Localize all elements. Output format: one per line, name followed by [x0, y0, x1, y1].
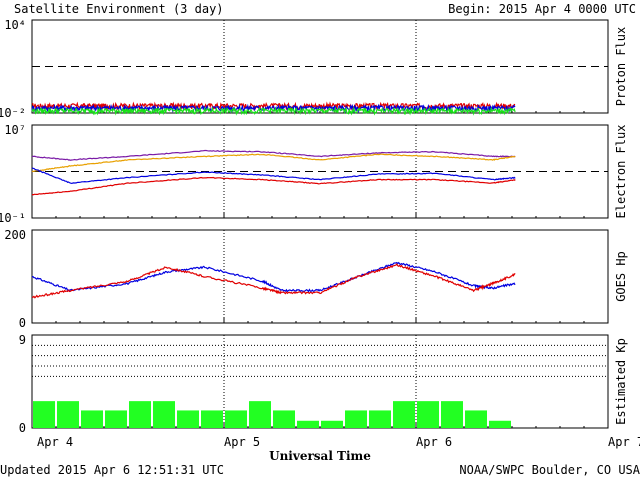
series-purple — [31, 149, 516, 161]
kp-bar — [489, 420, 511, 428]
x-axis-label: Universal Time — [269, 449, 371, 463]
updated-timestamp: Updated 2015 Apr 6 12:51:31 UTC — [0, 463, 224, 477]
y-axis-label: Estimated Kp — [614, 338, 628, 425]
kp-bar — [81, 410, 103, 428]
series-orange — [31, 153, 516, 173]
series-blue — [31, 103, 516, 114]
x-axis: Apr 4 Apr 5 Apr 6 Apr 7 Universal Time — [37, 435, 640, 463]
kp-bar — [321, 420, 343, 428]
kp-bar — [129, 401, 151, 428]
panel-frame — [31, 229, 609, 324]
y-tick-bottom: 10⁻² — [0, 106, 26, 120]
y-tick-top: 10⁷ — [4, 123, 26, 137]
kp-bar — [201, 410, 223, 428]
panel-0: 10⁴ 10⁻² Proton Flux — [0, 18, 628, 120]
y-tick-bottom: 0 — [19, 316, 26, 330]
panel-3: 9 0 Estimated Kp — [19, 333, 628, 435]
kp-bar — [345, 410, 367, 428]
credit-text: NOAA/SWPC Boulder, CO USA — [459, 463, 640, 477]
x-tick-apr6: Apr 6 — [416, 435, 452, 449]
kp-bar — [465, 410, 487, 428]
kp-bar — [249, 401, 271, 428]
kp-bar — [33, 401, 55, 428]
kp-bar — [417, 401, 439, 428]
y-tick-bottom: 0 — [19, 421, 26, 435]
kp-bar — [57, 401, 79, 428]
series-blue — [31, 167, 516, 185]
x-tick-apr5: Apr 5 — [224, 435, 260, 449]
panel-2: 200 0 GOES Hp — [4, 228, 628, 330]
begin-time: Begin: 2015 Apr 4 0000 UTC — [448, 2, 636, 16]
kp-bar — [441, 401, 463, 428]
y-tick-top: 9 — [19, 333, 26, 347]
y-tick-top: 10⁴ — [4, 18, 26, 32]
y-tick-top: 200 — [4, 228, 26, 242]
kp-bar — [177, 410, 199, 428]
y-tick-bottom: 10⁻¹ — [0, 211, 26, 225]
chart-title: Satellite Environment (3 day) — [14, 2, 224, 16]
y-axis-label: Proton Flux — [614, 27, 628, 106]
kp-bar — [393, 401, 415, 428]
kp-bar — [153, 401, 175, 428]
kp-bar — [297, 420, 319, 428]
x-tick-apr7: Apr 7 — [608, 435, 640, 449]
kp-bar — [225, 410, 247, 428]
kp-bar — [273, 410, 295, 428]
panel-1: 10⁷ 10⁻¹ Electron Flux — [0, 123, 628, 225]
kp-bar — [369, 410, 391, 428]
y-axis-label: Electron Flux — [614, 125, 628, 219]
y-axis-label: GOES Hp — [614, 251, 628, 302]
x-tick-apr4: Apr 4 — [37, 435, 73, 449]
series-red — [31, 263, 516, 299]
series-blue — [32, 261, 516, 293]
series-green — [31, 106, 516, 116]
series-red — [31, 176, 516, 196]
kp-bar — [105, 410, 127, 428]
panels: 10⁴ 10⁻² Proton Flux 10⁷ 10⁻¹ Electron Flux 20… — [0, 18, 628, 435]
